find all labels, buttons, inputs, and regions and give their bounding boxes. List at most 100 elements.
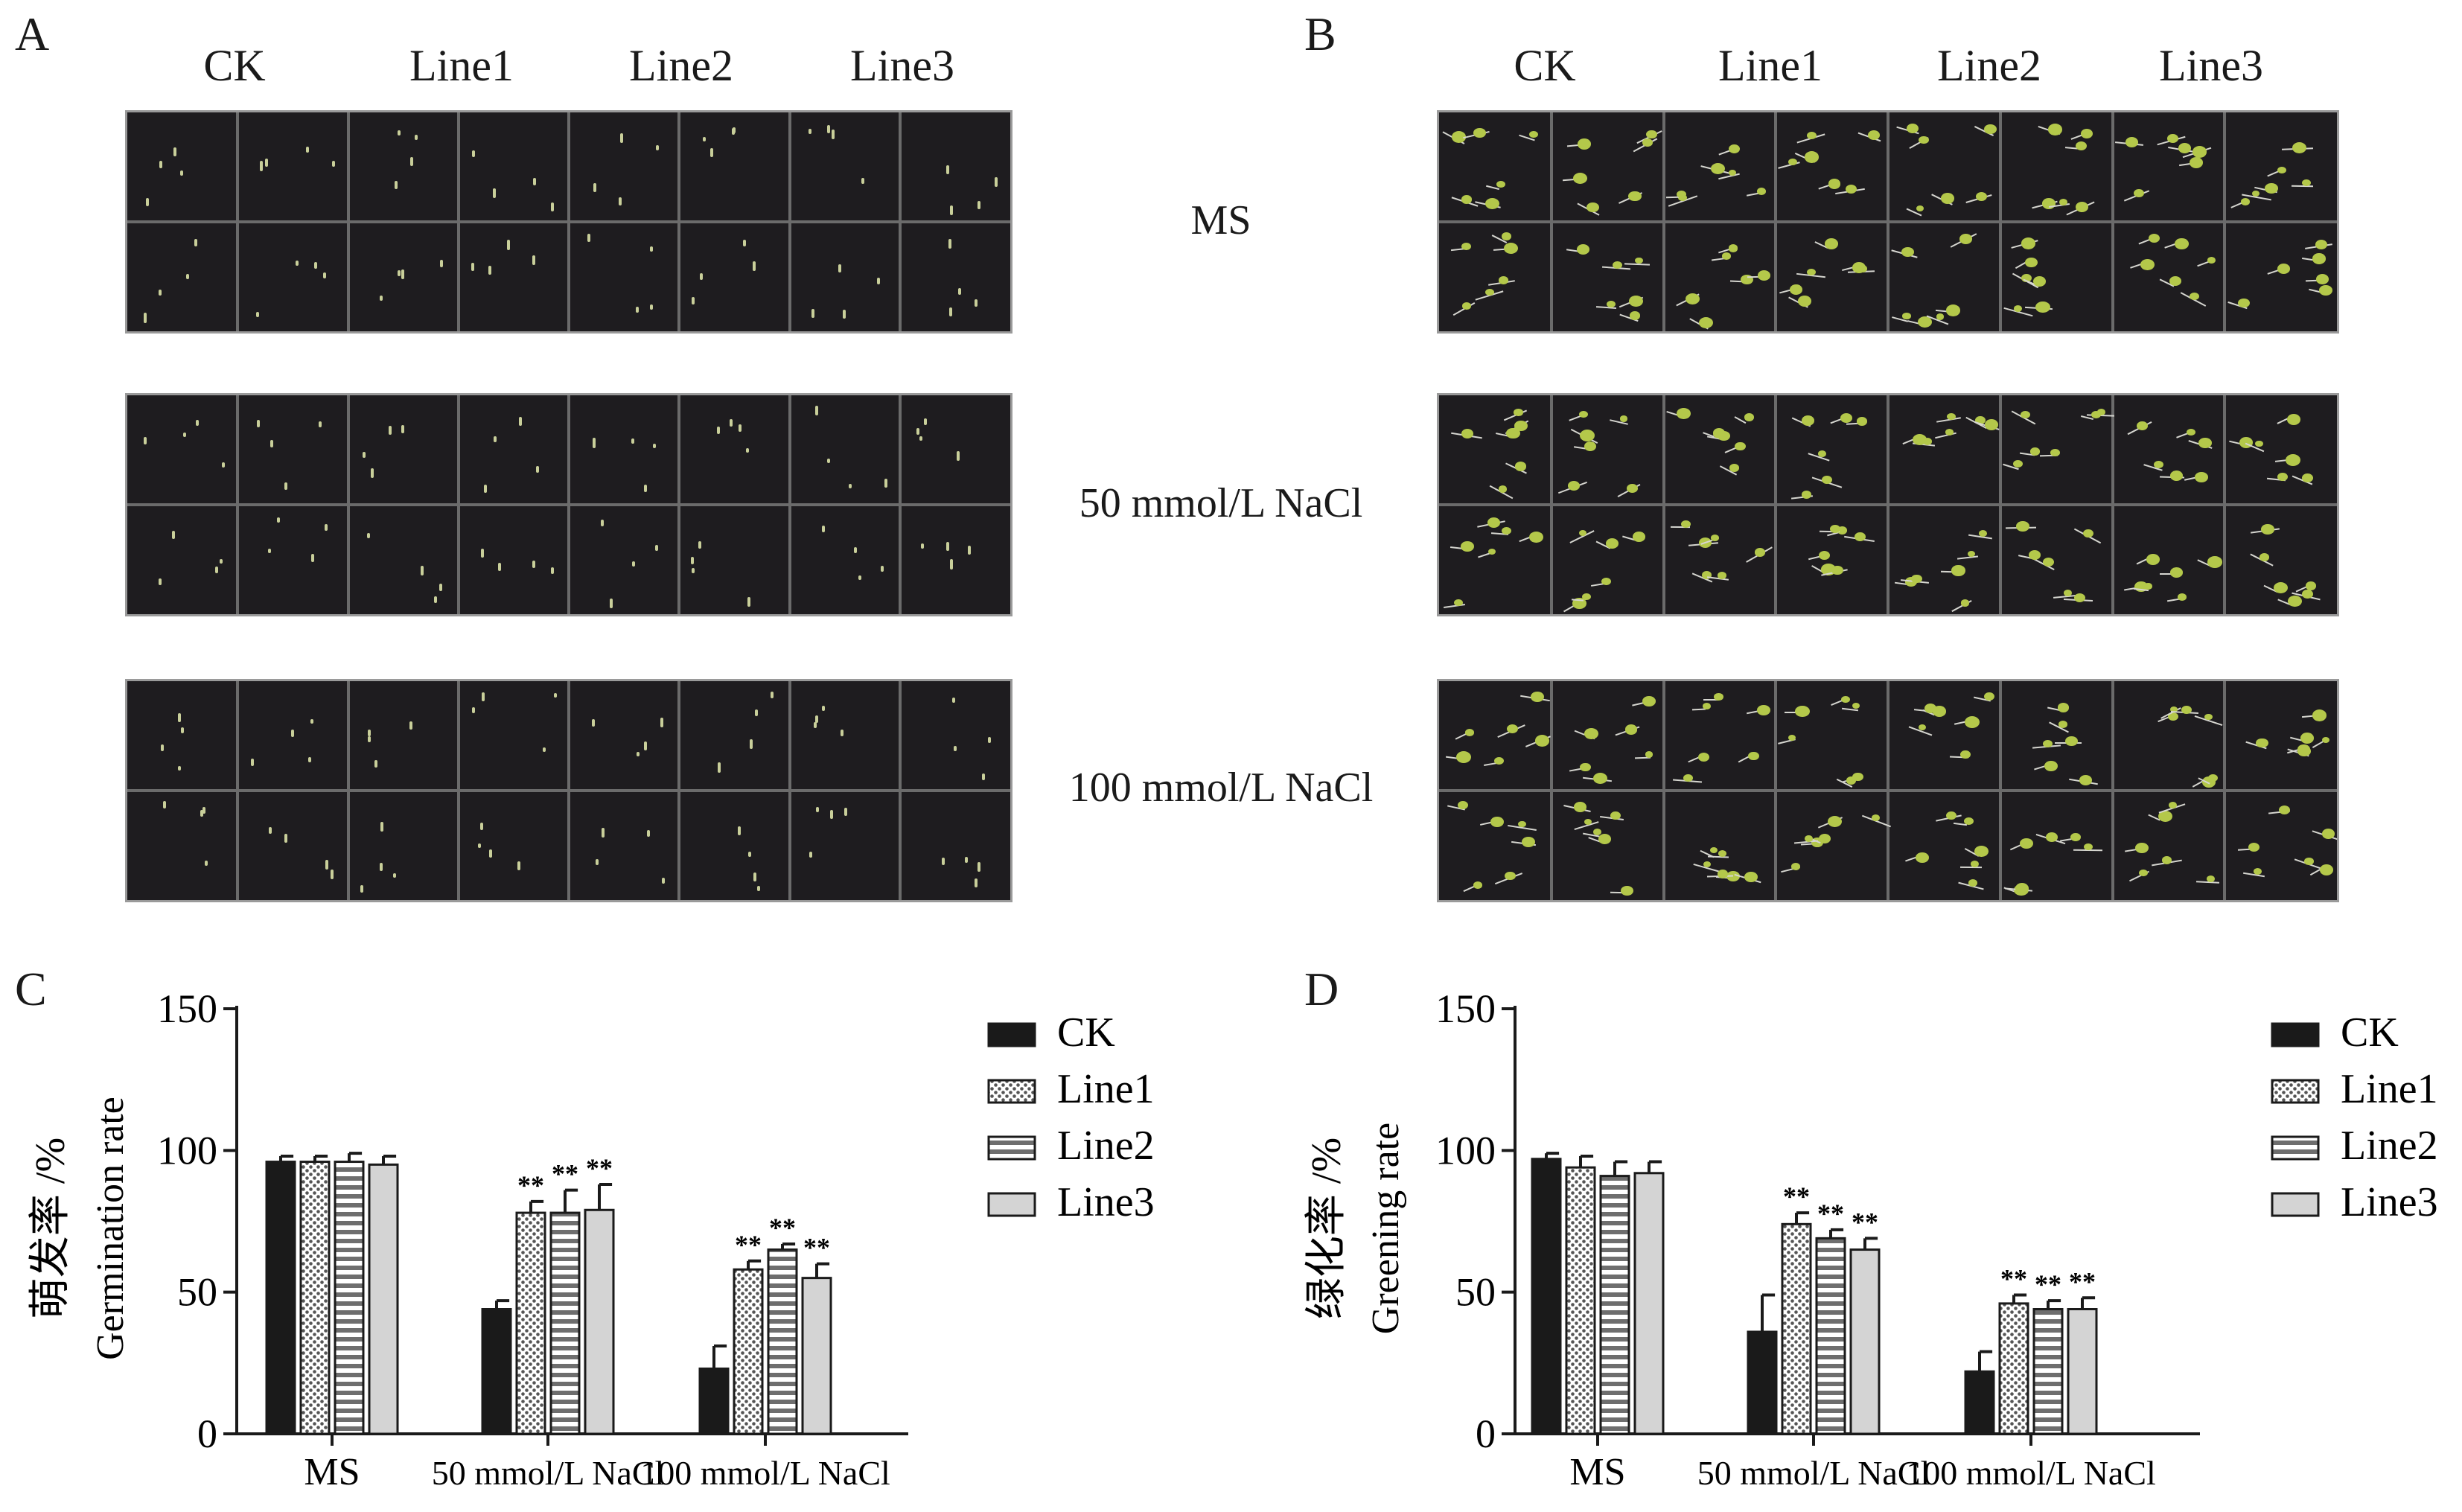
seed (854, 546, 858, 553)
seed (592, 438, 596, 448)
seedling-root (2292, 185, 2314, 188)
panel-letter-a: A (15, 7, 50, 60)
seedling-cotyledon (2064, 736, 2078, 747)
seed (323, 272, 327, 278)
seed (753, 261, 756, 272)
seedling-cotyledon (1496, 180, 1506, 188)
condition-label-100-nacl: 100 mmol/L NaCl (1068, 765, 1374, 811)
seedling-cotyledon (1498, 276, 1508, 284)
seedling-cotyledon (1710, 534, 1719, 541)
seedling-cotyledon (1946, 811, 1957, 820)
seed (194, 238, 197, 246)
seedling-cotyledon (1906, 123, 1919, 133)
seed (954, 745, 957, 751)
seed (259, 161, 263, 171)
seedling-cotyledon (1455, 750, 1471, 763)
seedling-cotyledon (2178, 143, 2192, 154)
seedling-cotyledon (1460, 540, 1475, 552)
seed (519, 417, 523, 426)
seed (950, 559, 954, 570)
seedling-cotyledon (1529, 131, 1538, 138)
seed (270, 440, 274, 448)
seed (310, 718, 313, 724)
seed (916, 427, 920, 436)
seedling-cotyledon (2277, 264, 2291, 275)
seed (414, 134, 418, 141)
seedling-cotyledon (1729, 463, 1740, 472)
seed (256, 311, 260, 318)
bar-line2 (2032, 1308, 2064, 1435)
seedling-cotyledon (1802, 415, 1815, 426)
x-tick-label: 100 mmol/L NaCl (640, 1454, 890, 1492)
seed (195, 420, 199, 426)
column-header-line2: Line2 (1937, 41, 2041, 90)
seed (307, 757, 311, 762)
seedling-cotyledon (2168, 802, 2177, 809)
column-header-line1: Line1 (409, 41, 514, 90)
seedling-cotyledon (2125, 137, 2138, 148)
seed (410, 157, 414, 167)
seedling-cotyledon (1801, 490, 1812, 499)
plate-photo-b-100-nacl (1437, 679, 2339, 902)
plate-photo-a-ms (125, 110, 1012, 334)
seedling-cotyledon (2021, 273, 2032, 283)
seed (471, 263, 474, 272)
seed (919, 436, 922, 441)
plate-grid-line (1439, 789, 2337, 792)
seedling-cotyledon (2025, 257, 2038, 268)
seed (219, 559, 223, 564)
legend-label-line3: Line3 (1057, 1179, 1155, 1225)
seed (389, 425, 392, 435)
seedling-cotyledon (1984, 124, 1997, 135)
seed (420, 565, 424, 576)
bar-line1 (1565, 1166, 1596, 1435)
seedling-cotyledon (1502, 526, 1512, 535)
seed (753, 873, 757, 882)
seed (401, 425, 404, 434)
seedling-cotyledon (1856, 417, 1868, 426)
seedling-cotyledon (1619, 415, 1628, 422)
seedling-cotyledon (1698, 316, 1714, 328)
seedling-cotyledon (2288, 596, 2302, 607)
seed (747, 597, 750, 607)
seedling-cotyledon (2084, 843, 2093, 850)
bar-line3 (368, 1163, 399, 1435)
significance-marker: ** (2069, 1266, 2096, 1296)
seedling-cotyledon (2032, 275, 2046, 287)
legend-label-line3: Line3 (2341, 1179, 2438, 1225)
seedling-root (2195, 881, 2219, 884)
seedling-cotyledon (2074, 593, 2086, 602)
seedling-cotyledon (1579, 762, 1591, 772)
seed (821, 706, 825, 712)
seedling-cotyledon (1633, 532, 1646, 542)
seedling-cotyledon (1918, 724, 1927, 730)
seed (160, 744, 164, 752)
seed (265, 159, 269, 167)
seed (950, 205, 954, 216)
seed (809, 851, 813, 858)
seedling-cotyledon (1830, 525, 1840, 534)
seedling-cotyledon (2058, 720, 2068, 728)
column-header-line3: Line3 (2159, 41, 2263, 90)
seed (284, 834, 287, 843)
seed (480, 548, 484, 558)
significance-marker: ** (2000, 1263, 2027, 1293)
legend-swatch-line2 (2271, 1135, 2320, 1161)
seedling-cotyledon (2044, 761, 2058, 772)
seedling-cotyledon (1576, 244, 1589, 255)
seedling-cotyledon (1627, 484, 1639, 494)
y-axis-label-en: Germination rate (89, 1097, 132, 1360)
seedling-cotyledon (2204, 713, 2213, 721)
seed (183, 433, 187, 438)
seedling-cotyledon (1824, 237, 1839, 249)
seed (650, 246, 654, 252)
seedling-cotyledon (1461, 242, 1471, 250)
seedling-cotyledon (2302, 589, 2313, 599)
y-axis-label-cn: 萌发率 /% (28, 1138, 74, 1319)
seed (314, 262, 317, 269)
seedling-cotyledon (2170, 567, 2183, 578)
seedling-cotyledon (1951, 565, 1965, 576)
seed (739, 424, 742, 433)
seedling-cotyledon (2063, 589, 2073, 596)
seed (330, 869, 334, 880)
